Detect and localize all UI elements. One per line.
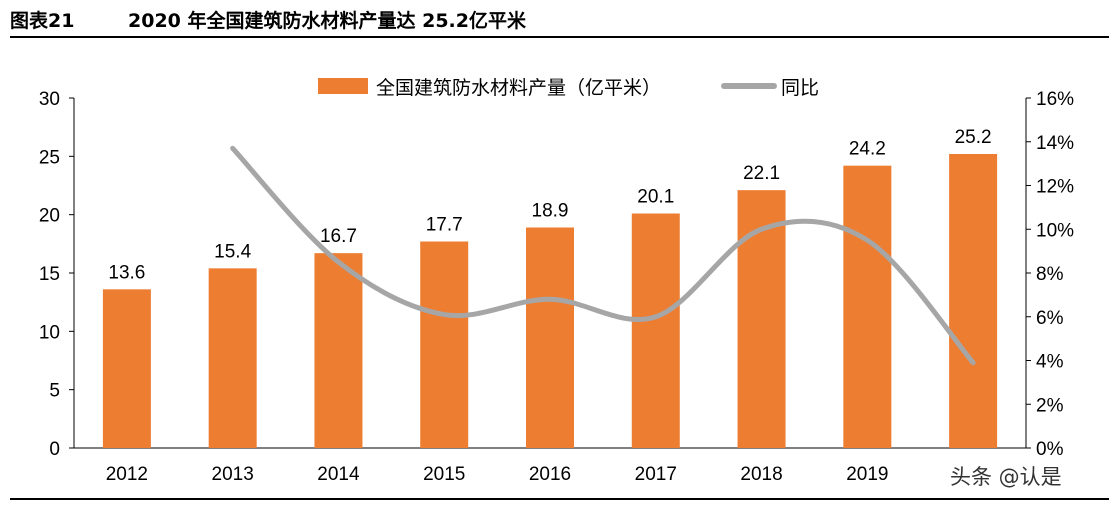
right-tick-label: 10% xyxy=(1036,220,1074,241)
legend-label-line: 同比 xyxy=(781,77,819,99)
bar xyxy=(102,289,151,448)
bar-value-label: 25.2 xyxy=(955,127,992,148)
bar-value-label: 13.6 xyxy=(108,262,145,283)
right-tick-label: 2% xyxy=(1036,395,1064,416)
bar-value-label: 18.9 xyxy=(532,201,569,222)
bar xyxy=(420,241,469,448)
bar-value-label: 15.4 xyxy=(214,241,251,262)
x-tick-label: 2018 xyxy=(740,464,782,485)
legend-swatch-bar xyxy=(318,78,368,94)
left-tick-label: 25 xyxy=(39,147,60,168)
left-tick-label: 15 xyxy=(39,264,60,285)
x-tick-label: 2019 xyxy=(846,464,888,485)
bar xyxy=(737,190,786,448)
left-tick-label: 10 xyxy=(39,322,60,343)
bar xyxy=(631,213,680,448)
left-tick-label: 30 xyxy=(39,89,60,110)
x-tick-label: 2012 xyxy=(106,464,148,485)
right-tick-label: 8% xyxy=(1036,264,1064,285)
bar-value-label: 24.2 xyxy=(849,139,886,160)
bar xyxy=(314,253,363,448)
bar xyxy=(949,154,998,448)
bar-value-label: 16.7 xyxy=(320,226,357,247)
figure-number: 图表21 xyxy=(10,10,75,32)
bar xyxy=(526,227,574,448)
bar-value-label: 22.1 xyxy=(743,163,780,184)
left-tick-label: 0 xyxy=(49,439,60,460)
x-tick-label: 2015 xyxy=(423,464,465,485)
watermark: 头条 @认是 xyxy=(950,465,1062,489)
right-tick-label: 16% xyxy=(1036,89,1074,110)
left-tick-label: 5 xyxy=(49,381,60,402)
x-tick-label: 2013 xyxy=(212,464,254,485)
x-tick-label: 2014 xyxy=(317,464,360,485)
bar xyxy=(208,268,257,448)
legend-label-bar: 全国建筑防水材料产量（亿平米） xyxy=(376,77,661,99)
x-tick-label: 2017 xyxy=(635,464,677,485)
left-tick-label: 20 xyxy=(39,206,60,227)
bar-value-label: 20.1 xyxy=(637,187,674,208)
right-tick-label: 12% xyxy=(1036,177,1074,198)
right-tick-label: 14% xyxy=(1036,133,1074,154)
right-tick-label: 0% xyxy=(1036,439,1064,460)
right-tick-label: 6% xyxy=(1036,308,1064,329)
x-tick-label: 2016 xyxy=(529,464,571,485)
bottom-rule xyxy=(10,498,1109,500)
yoy-line xyxy=(230,145,976,366)
bar xyxy=(843,165,892,448)
figure-title: 2020 年全国建筑防水材料产量达 25.2亿平米 xyxy=(128,10,526,32)
right-tick-label: 4% xyxy=(1036,352,1064,373)
figure-header: 图表21 2020 年全国建筑防水材料产量达 25.2亿平米 xyxy=(10,4,1109,38)
bar-value-label: 17.7 xyxy=(426,215,463,236)
